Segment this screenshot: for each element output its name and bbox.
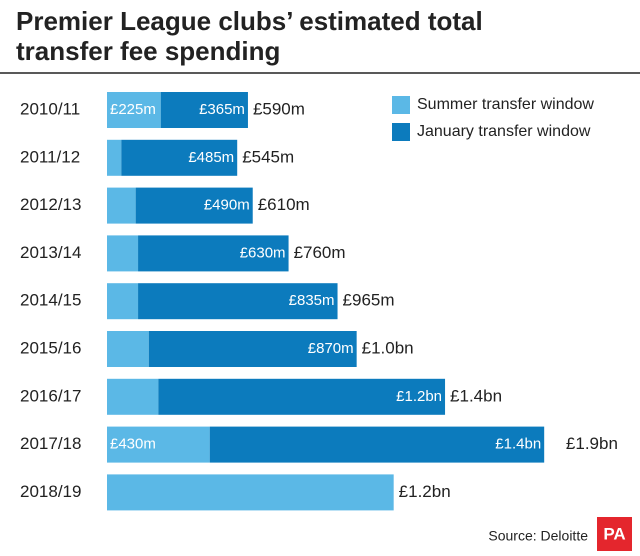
category-label: 2016/17 — [20, 386, 81, 405]
bar-segment — [107, 92, 161, 128]
total-label: £610m — [258, 195, 310, 214]
category-label: 2013/14 — [20, 243, 81, 262]
bar-segment — [135, 187, 253, 224]
category-label: 2018/19 — [20, 482, 81, 501]
source: Source: Deloitte — [488, 528, 588, 544]
bar-segment — [107, 426, 210, 463]
category-label: 2015/16 — [20, 338, 81, 357]
logo-box — [597, 517, 632, 551]
total-label: £545m — [242, 147, 294, 166]
total-label: £1.4bn — [450, 386, 502, 405]
value-label: £430m — [110, 436, 156, 453]
value-label: £870m — [308, 340, 354, 357]
logo: PA — [603, 524, 625, 543]
bar-segment — [158, 378, 446, 415]
legend-swatch — [392, 96, 410, 114]
bar-segment — [209, 426, 545, 463]
total-label: £965m — [343, 291, 395, 310]
bar-segment — [148, 331, 357, 367]
value-label: £485m — [188, 149, 234, 166]
value-label: £225m — [110, 101, 156, 118]
bar-segment — [107, 331, 149, 367]
category-label: 2010/11 — [20, 99, 80, 118]
total-label: £1.0bn — [362, 338, 414, 357]
bar-segment — [160, 92, 248, 128]
total-label: £590m — [253, 99, 305, 118]
category-label: 2014/15 — [20, 291, 81, 310]
bar-segment — [138, 235, 289, 272]
value-label: £365m — [199, 101, 245, 118]
bar-segment — [107, 139, 122, 176]
total-label: £760m — [294, 243, 346, 262]
bar-segment — [107, 187, 136, 224]
legend-label: Summer transfer window — [417, 96, 594, 113]
value-label: £630m — [240, 244, 286, 261]
value-label: £1.2bn — [396, 388, 442, 405]
category-label: 2011/12 — [20, 147, 80, 166]
value-label: £490m — [204, 197, 250, 214]
total-label: £1.9bn — [566, 434, 618, 453]
total-label: £1.2bn — [399, 482, 451, 501]
category-label: 2017/18 — [20, 434, 81, 453]
value-label: £1.4bn — [495, 436, 541, 453]
chart-title: transfer fee spending — [16, 36, 280, 66]
category-label: 2012/13 — [20, 195, 81, 214]
bar-segment — [107, 378, 159, 415]
bar-segment — [138, 283, 338, 320]
bar-segment — [107, 235, 139, 272]
bar-segment — [107, 474, 394, 511]
value-label: £835m — [289, 292, 335, 309]
legend-swatch — [392, 123, 410, 141]
legend-label: January transfer window — [417, 123, 591, 140]
bar-segment — [121, 139, 238, 176]
chart-title: Premier League clubs’ estimated total — [16, 6, 483, 36]
bar-segment — [107, 283, 139, 320]
